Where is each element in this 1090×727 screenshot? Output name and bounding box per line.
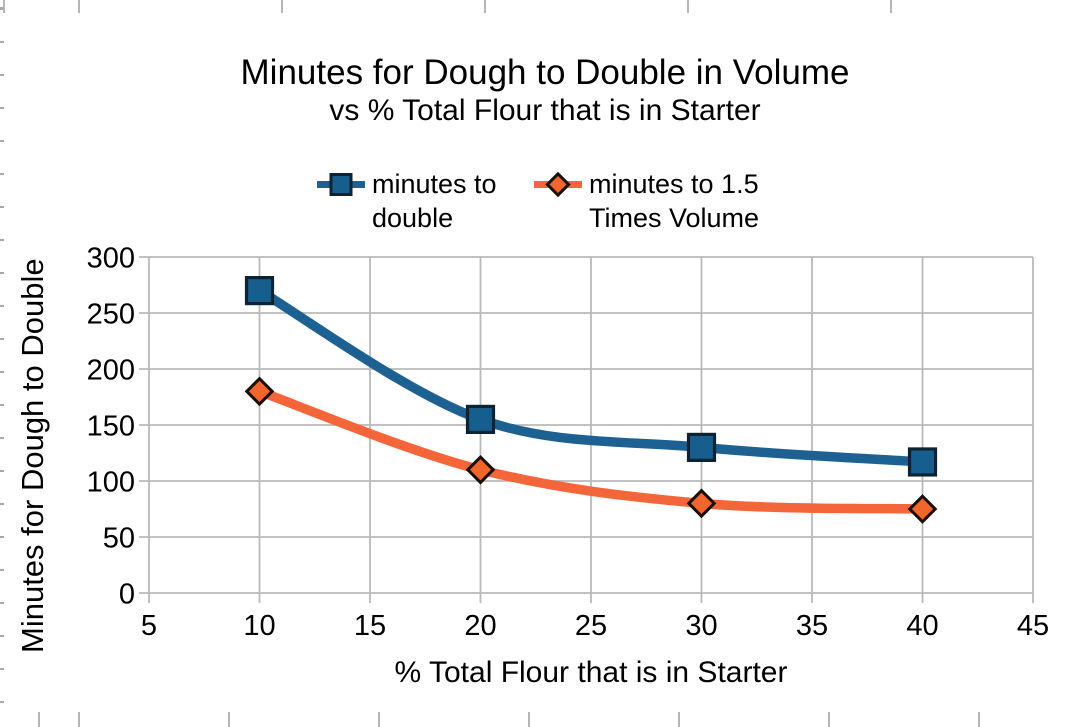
data-point-square-marker — [465, 404, 496, 434]
x-tick-label: 10 — [243, 610, 275, 642]
data-point-square-marker — [686, 432, 717, 462]
legend-label-minutes-to-double: minutes to double — [372, 169, 497, 233]
x-tick-label: 35 — [796, 610, 828, 642]
chart-subtitle: vs % Total Flour that is in Starter — [329, 94, 761, 127]
y-tick-label: 50 — [103, 523, 135, 555]
y-tick-label: 200 — [87, 355, 135, 387]
x-axis-title: % Total Flour that is in Starter — [394, 656, 788, 689]
x-tick-label: 5 — [141, 610, 157, 642]
y-tick-label: 150 — [87, 411, 135, 443]
data-point-diamond-marker — [686, 488, 717, 519]
orange-diamond-series-marker-icon — [534, 171, 582, 198]
y-tick-label: 250 — [87, 299, 135, 331]
x-tick-label: 25 — [575, 610, 607, 642]
data-point-square-marker — [244, 276, 275, 306]
legend-item-minutes-to-1-5-times-volume: minutes to 1.5 Times Volume — [534, 167, 773, 235]
x-tick-label: 15 — [354, 610, 386, 642]
blue-square-series-marker-icon — [317, 171, 365, 198]
y-tick-label: 100 — [87, 467, 135, 499]
x-tick-label: 45 — [1017, 610, 1049, 642]
data-point-square-marker — [907, 447, 938, 477]
series-line-diamond — [254, 386, 928, 514]
series-line-square — [254, 285, 928, 467]
data-point-diamond-marker — [465, 454, 496, 485]
y-tick-label: 0 — [119, 579, 135, 611]
chart-title: Minutes for Dough to Double in Volume — [240, 53, 850, 92]
chart-legend: minutes to double minutes to 1.5 Times V… — [0, 167, 1090, 235]
x-tick-label: 20 — [464, 610, 496, 642]
x-tick-label: 40 — [906, 610, 938, 642]
data-point-diamond-marker — [244, 376, 275, 407]
legend-item-minutes-to-double: minutes to double — [317, 167, 514, 235]
x-tick-label: 30 — [685, 610, 717, 642]
legend-label-minutes-to-1-5-times-volume: minutes to 1.5 Times Volume — [589, 169, 760, 233]
data-point-diamond-marker — [907, 494, 938, 524]
y-tick-label: 300 — [87, 243, 135, 275]
